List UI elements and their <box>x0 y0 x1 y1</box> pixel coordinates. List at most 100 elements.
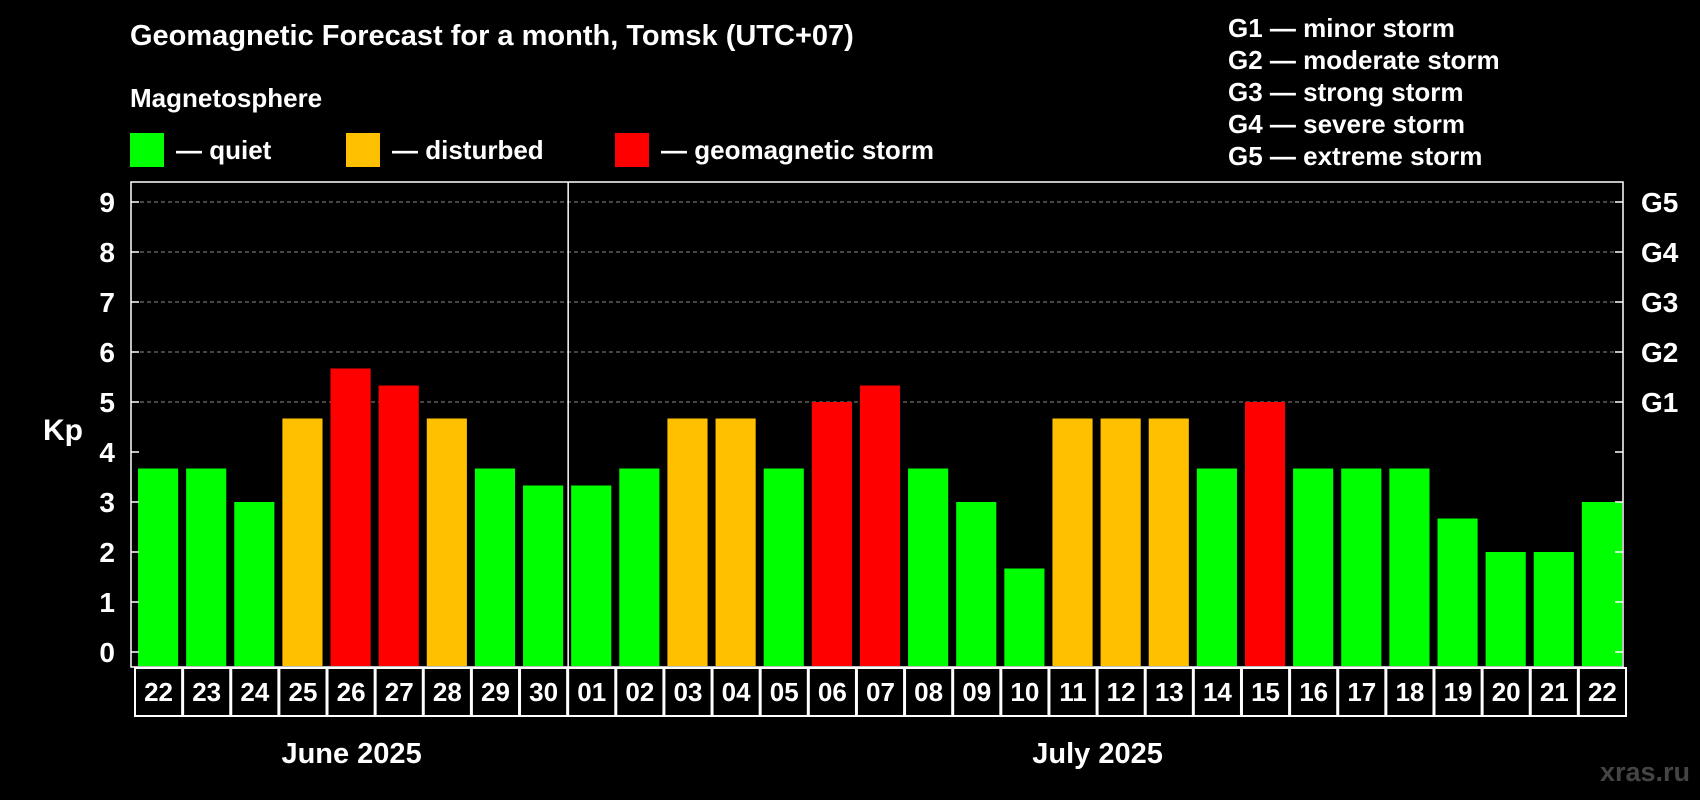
g-scale-g4: G4 — severe storm <box>1228 109 1466 139</box>
date-label-28: 19 <box>1444 677 1473 707</box>
legend-item-quiet: — quiet <box>130 133 271 167</box>
bar-day-3 <box>234 502 275 666</box>
y-tick-label-1: 1 <box>99 587 115 618</box>
y-tick-label-6: 6 <box>99 337 115 368</box>
date-cell-21 <box>1096 667 1146 717</box>
legend-label-storm: — geomagnetic storm <box>661 134 935 165</box>
date-label-27: 18 <box>1395 677 1424 707</box>
g-axis-label-G2: G2 <box>1641 337 1678 368</box>
date-label-17: 08 <box>914 677 943 707</box>
bar-day-19 <box>1004 568 1045 666</box>
bar-day-26 <box>1341 468 1382 666</box>
bar-day-1 <box>138 468 179 666</box>
date-cell-24 <box>1240 667 1291 717</box>
y-axis-label: Kp <box>43 414 83 447</box>
date-cell-22 <box>1144 667 1194 717</box>
date-cell-28 <box>1433 667 1483 717</box>
g-axis-label-G4: G4 <box>1641 237 1679 268</box>
date-cell-29 <box>1481 667 1531 717</box>
legend-label-quiet: — quiet <box>176 134 272 165</box>
bar-day-4 <box>282 418 323 666</box>
y-tick-label-4: 4 <box>99 437 115 468</box>
date-cell-19 <box>1000 667 1050 717</box>
legend-label-disturbed: — disturbed <box>392 134 544 165</box>
date-label-12: 03 <box>674 677 703 707</box>
bar-day-21 <box>1100 418 1141 666</box>
date-cell-26 <box>1337 667 1387 717</box>
date-label-5: 26 <box>337 677 366 707</box>
bar-day-12 <box>667 418 708 666</box>
bar-day-24 <box>1244 402 1286 666</box>
legend-item-storm: — geomagnetic storm <box>615 133 934 167</box>
bar-day-8 <box>474 468 516 666</box>
g-axis-label-G5: G5 <box>1641 187 1678 218</box>
bar-day-13 <box>715 418 756 666</box>
date-label-21: 12 <box>1107 677 1136 707</box>
legend-heading: Magnetosphere <box>130 83 323 113</box>
date-cell-30 <box>1529 667 1579 717</box>
y-tick-label-9: 9 <box>99 187 115 218</box>
legend-item-disturbed: — disturbed <box>346 133 544 167</box>
bar-day-20 <box>1052 418 1093 666</box>
legend-swatch-quiet <box>130 133 164 167</box>
date-label-6: 27 <box>385 677 414 707</box>
legend-swatch-disturbed <box>346 133 380 167</box>
date-cell-25 <box>1289 667 1339 717</box>
bar-day-29 <box>1485 552 1526 666</box>
date-label-3: 24 <box>240 677 269 707</box>
y-tick-label-0: 0 <box>99 637 115 668</box>
bar-day-17 <box>908 468 949 666</box>
date-label-29: 20 <box>1492 677 1521 707</box>
date-cell-4 <box>278 667 328 717</box>
date-label-19: 10 <box>1010 677 1039 707</box>
date-label-15: 06 <box>818 677 847 707</box>
date-label-13: 04 <box>722 677 751 707</box>
g-scale-g1: G1 — minor storm <box>1228 13 1455 43</box>
bar-day-14 <box>763 468 804 666</box>
date-label-30: 21 <box>1540 677 1569 707</box>
g-scale-legend: G1 — minor storm G2 — moderate storm G3 … <box>1228 12 1500 172</box>
y-tick-label-5: 5 <box>99 387 115 418</box>
date-label-10: 01 <box>577 677 606 707</box>
g-scale-g3: G3 — strong storm <box>1228 77 1464 107</box>
bar-day-27 <box>1389 468 1430 666</box>
date-label-22: 13 <box>1155 677 1184 707</box>
date-label-25: 16 <box>1299 677 1328 707</box>
date-label-8: 29 <box>481 677 510 707</box>
g-scale-g2: G2 — moderate storm <box>1228 45 1500 75</box>
y-tick-label-2: 2 <box>99 537 115 568</box>
bar-day-23 <box>1196 468 1237 666</box>
y-tick-label-3: 3 <box>99 487 115 518</box>
date-label-16: 07 <box>866 677 895 707</box>
date-label-7: 28 <box>433 677 462 707</box>
month-label-2: July 2025 <box>1032 738 1163 770</box>
bar-day-28 <box>1437 518 1478 666</box>
date-cell-20 <box>1048 667 1098 717</box>
g-axis-label-G1: G1 <box>1641 387 1678 418</box>
bar-day-30 <box>1533 552 1574 666</box>
bar-day-22 <box>1148 418 1189 666</box>
watermark: xras.ru <box>1599 757 1690 787</box>
bar-day-15 <box>811 402 852 666</box>
date-cell-23 <box>1192 667 1242 717</box>
y-tick-label-7: 7 <box>99 287 115 318</box>
month-label-1: June 2025 <box>281 738 421 770</box>
bar-day-25 <box>1293 468 1334 666</box>
bar-day-31 <box>1581 502 1622 666</box>
date-label-4: 25 <box>288 677 317 707</box>
bar-day-5 <box>330 368 371 666</box>
date-label-14: 05 <box>770 677 799 707</box>
date-label-24: 15 <box>1251 677 1280 707</box>
bar-day-18 <box>956 502 997 666</box>
g-axis-label-G3: G3 <box>1641 287 1678 318</box>
bar-day-7 <box>426 418 467 666</box>
bar-day-2 <box>186 468 227 666</box>
bar-day-6 <box>378 385 419 666</box>
date-cell-31 <box>1577 667 1628 717</box>
bar-day-9 <box>523 485 564 666</box>
date-label-2: 23 <box>192 677 221 707</box>
legend-swatch-storm <box>615 133 649 167</box>
g-scale-g5: G5 — extreme storm <box>1228 141 1483 171</box>
date-label-20: 11 <box>1059 677 1087 707</box>
